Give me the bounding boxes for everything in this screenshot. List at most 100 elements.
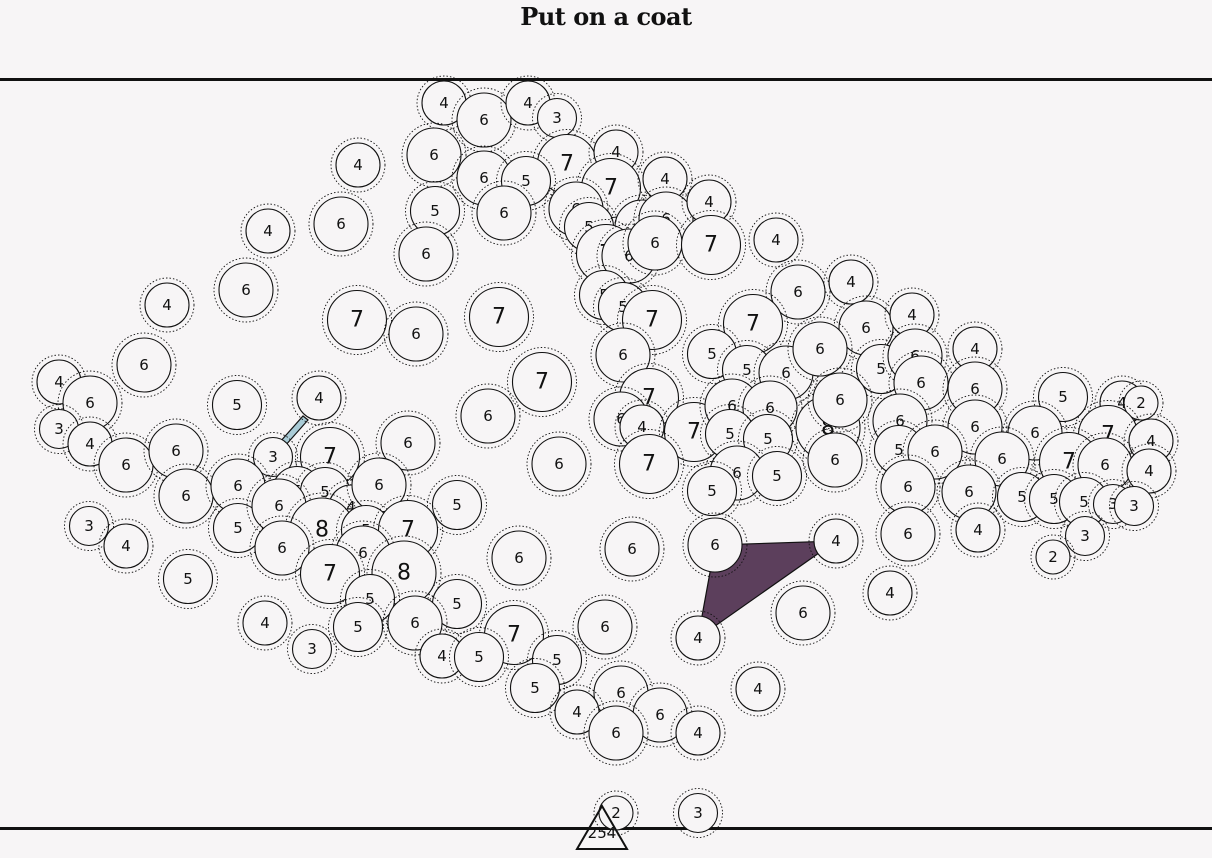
puzzle-node[interactable]: 7 <box>507 347 577 417</box>
node-circle[interactable] <box>332 601 384 653</box>
node-circle[interactable] <box>509 662 561 714</box>
node-circle[interactable] <box>388 306 444 362</box>
node-circle[interactable] <box>770 264 826 320</box>
puzzle-node[interactable]: 3 <box>1060 511 1110 561</box>
puzzle-node[interactable]: 6 <box>802 427 868 493</box>
node-circle[interactable] <box>144 282 190 328</box>
node-circle[interactable] <box>68 505 110 547</box>
node-circle[interactable] <box>291 628 333 670</box>
puzzle-node[interactable]: 2 <box>1030 534 1076 580</box>
puzzle-node[interactable]: 4 <box>950 502 1006 558</box>
puzzle-node[interactable]: 6 <box>770 580 836 646</box>
puzzle-node[interactable]: 7 <box>676 210 746 280</box>
puzzle-node[interactable]: 2 <box>1118 380 1164 426</box>
nodes-layer[interactable]: 4643467465744656656646766746464557767764… <box>31 75 1179 838</box>
puzzle-node[interactable]: 6 <box>765 259 831 325</box>
node-circle[interactable] <box>792 321 848 377</box>
puzzle-node[interactable]: 4 <box>681 174 737 230</box>
node-circle[interactable] <box>453 631 505 683</box>
puzzle-node[interactable]: 6 <box>393 221 459 287</box>
puzzle-node[interactable]: 4 <box>549 684 605 740</box>
node-circle[interactable] <box>751 450 803 502</box>
node-circle[interactable] <box>753 217 799 263</box>
node-circle[interactable] <box>1123 385 1159 421</box>
puzzle-node[interactable]: 6 <box>599 516 665 582</box>
puzzle-node[interactable]: 6 <box>249 515 315 581</box>
puzzle-node[interactable]: 7 <box>464 282 534 352</box>
node-circle[interactable] <box>1035 539 1071 575</box>
puzzle-node[interactable]: 4 <box>240 203 296 259</box>
puzzle-node[interactable]: 6 <box>308 191 374 257</box>
node-circle[interactable] <box>242 600 288 646</box>
node-circle[interactable] <box>1113 485 1155 527</box>
node-circle[interactable] <box>867 570 913 616</box>
puzzle-node[interactable]: 6 <box>787 316 853 382</box>
node-circle[interactable] <box>577 599 633 655</box>
puzzle-node[interactable]: 4 <box>139 277 195 333</box>
node-circle[interactable] <box>595 327 651 383</box>
node-circle[interactable] <box>468 286 530 348</box>
node-circle[interactable] <box>604 521 660 577</box>
puzzle-node[interactable]: 6 <box>383 301 449 367</box>
puzzle-node[interactable]: 6 <box>590 322 656 388</box>
puzzle-node[interactable]: 6 <box>807 367 873 433</box>
puzzle-node[interactable]: 7 <box>718 289 788 359</box>
puzzle-node[interactable]: 5 <box>449 627 509 687</box>
node-circle[interactable] <box>813 518 859 564</box>
node-circle[interactable] <box>686 465 738 517</box>
node-circle[interactable] <box>680 214 742 276</box>
puzzle-node[interactable]: 5 <box>1033 367 1093 427</box>
node-circle[interactable] <box>675 615 721 661</box>
puzzle-node[interactable]: 5 <box>427 574 487 634</box>
puzzle-node[interactable]: 6 <box>455 383 521 449</box>
node-circle[interactable] <box>387 595 443 651</box>
puzzle-node[interactable]: 7 <box>295 539 365 609</box>
node-circle[interactable] <box>245 208 291 254</box>
node-circle[interactable] <box>807 432 863 488</box>
puzzle-node[interactable]: 6 <box>471 180 537 246</box>
node-circle[interactable] <box>880 506 936 562</box>
node-circle[interactable] <box>812 372 868 428</box>
node-circle[interactable] <box>511 351 573 413</box>
node-circle[interactable] <box>103 523 149 569</box>
puzzle-node[interactable]: 6 <box>682 512 748 578</box>
puzzle-node[interactable]: 4 <box>862 565 918 621</box>
puzzle-node[interactable]: 6 <box>875 501 941 567</box>
node-circle[interactable] <box>254 520 310 576</box>
puzzle-node[interactable]: 4 <box>291 370 347 426</box>
puzzle-node[interactable]: 5 <box>158 549 218 609</box>
puzzle-node[interactable]: 6 <box>572 594 638 660</box>
puzzle-node[interactable]: 4 <box>637 151 693 207</box>
node-circle[interactable] <box>456 92 512 148</box>
puzzle-node[interactable]: 3 <box>673 788 723 838</box>
puzzle-node[interactable]: 3 <box>64 501 114 551</box>
puzzle-node[interactable]: 5 <box>427 475 487 535</box>
node-circle[interactable] <box>398 226 454 282</box>
node-circle[interactable] <box>675 710 721 756</box>
node-circle[interactable] <box>588 705 644 761</box>
node-circle[interactable] <box>1037 371 1089 423</box>
node-circle[interactable] <box>313 196 369 252</box>
puzzle-node[interactable]: 3 <box>1109 481 1159 531</box>
node-circle[interactable] <box>955 507 1001 553</box>
node-circle[interactable] <box>326 289 388 351</box>
puzzle-node[interactable]: 5 <box>747 446 807 506</box>
node-circle[interactable] <box>687 517 743 573</box>
node-circle[interactable] <box>211 379 263 431</box>
puzzle-node[interactable]: 5 <box>505 658 565 718</box>
puzzle-node[interactable]: 6 <box>93 432 159 498</box>
puzzle-node[interactable]: 6 <box>526 431 592 497</box>
node-circle[interactable] <box>775 585 831 641</box>
node-circle[interactable] <box>618 433 680 495</box>
node-circle[interactable] <box>380 415 436 471</box>
node-circle[interactable] <box>406 127 462 183</box>
node-circle[interactable] <box>296 375 342 421</box>
node-circle[interactable] <box>828 259 874 305</box>
puzzle-node[interactable]: 6 <box>213 257 279 323</box>
node-circle[interactable] <box>735 666 781 712</box>
puzzle-node[interactable]: 6 <box>401 122 467 188</box>
node-circle[interactable] <box>460 388 516 444</box>
puzzle-node[interactable]: 6 <box>111 332 177 398</box>
node-circle[interactable] <box>476 185 532 241</box>
